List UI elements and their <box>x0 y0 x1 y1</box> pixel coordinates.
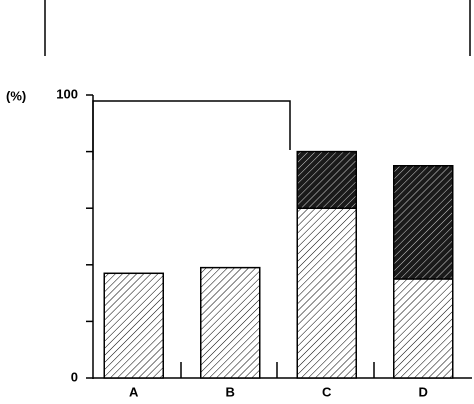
x-tick-label: B <box>226 384 235 399</box>
x-tick-label: C <box>322 384 332 399</box>
bracket <box>92 100 291 160</box>
bar-segment <box>200 266 261 379</box>
bar-segment <box>296 150 357 209</box>
x-tick-label: D <box>419 384 428 399</box>
y-tick-label: 0 <box>71 369 78 384</box>
bar-segment <box>296 207 357 379</box>
x-tick-label: A <box>129 384 139 399</box>
bar-segment <box>393 278 454 379</box>
bar-segment <box>103 272 164 379</box>
bar-segment <box>393 165 454 280</box>
y-axis-label: (%) <box>6 88 26 103</box>
y-tick-label: 100 <box>56 86 78 101</box>
